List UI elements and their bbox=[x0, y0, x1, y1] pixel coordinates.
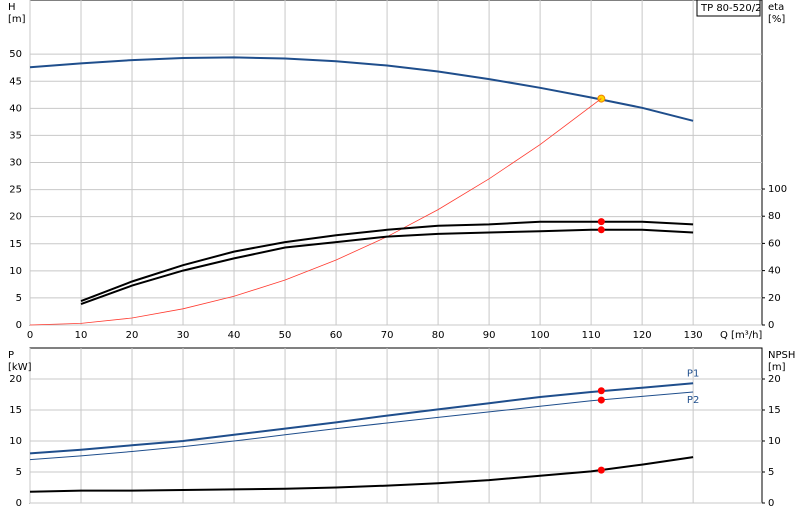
x-tick-label: 20 bbox=[126, 330, 139, 341]
series-line bbox=[29, 56, 694, 122]
x-tick-label: 10 bbox=[75, 330, 88, 341]
y-tick-label: 45 bbox=[9, 76, 22, 87]
series-line bbox=[80, 228, 694, 306]
y-tick-label: 35 bbox=[9, 130, 22, 141]
y-tick-label: 30 bbox=[9, 158, 22, 169]
series-line bbox=[29, 98, 602, 326]
y-tick-label: 10 bbox=[9, 436, 22, 447]
y-tick-label: 5 bbox=[16, 293, 22, 304]
operating-point bbox=[597, 396, 605, 404]
x-tick-label: 50 bbox=[279, 330, 292, 341]
x-tick-label: 90 bbox=[483, 330, 496, 341]
y2-tick-label: 0 bbox=[768, 320, 774, 331]
title-box bbox=[696, 0, 761, 17]
operating-point bbox=[597, 218, 605, 226]
x-tick-label: 70 bbox=[381, 330, 394, 341]
series-line bbox=[29, 456, 694, 493]
y-tick-label: 0 bbox=[16, 320, 22, 331]
x-tick-label: 60 bbox=[330, 330, 343, 341]
y-tick-label: 20 bbox=[9, 374, 22, 385]
y-tick-label: 50 bbox=[9, 49, 22, 60]
series-label: P2 bbox=[687, 395, 699, 406]
x-tick-label: 30 bbox=[177, 330, 190, 341]
operating-point bbox=[597, 466, 605, 474]
x-tick-label: 110 bbox=[582, 330, 601, 341]
operating-point bbox=[597, 387, 605, 395]
y2-tick-label: 15 bbox=[768, 405, 781, 416]
y-tick-label: 25 bbox=[9, 185, 22, 196]
series-line bbox=[29, 391, 694, 461]
y-tick-label: 40 bbox=[9, 103, 22, 114]
y-tick-label: 20 bbox=[9, 212, 22, 223]
operating-point bbox=[597, 94, 606, 103]
y-tick-label: 15 bbox=[9, 405, 22, 416]
y-axis-label: [kW] bbox=[8, 362, 32, 373]
x-tick-label: 40 bbox=[228, 330, 241, 341]
y-axis-label: H bbox=[8, 2, 16, 13]
series-line bbox=[29, 382, 694, 455]
y2-tick-label: 5 bbox=[768, 467, 774, 478]
y2-axis-label: NPSH bbox=[768, 350, 795, 361]
x-axis-label: Q [m³/h] bbox=[720, 330, 762, 341]
x-tick-label: 130 bbox=[684, 330, 703, 341]
y2-tick-label: 100 bbox=[768, 184, 787, 195]
x-tick-label: 80 bbox=[432, 330, 445, 341]
y2-tick-label: 20 bbox=[768, 374, 781, 385]
chart-title: TP 80-520/2 bbox=[700, 3, 761, 14]
y-tick-label: 0 bbox=[16, 498, 22, 509]
y-axis-label: [m] bbox=[8, 14, 26, 25]
y-tick-label: 15 bbox=[9, 239, 22, 250]
series-label: P1 bbox=[687, 368, 699, 379]
y2-tick-label: 40 bbox=[768, 266, 781, 277]
y2-tick-label: 0 bbox=[768, 498, 774, 509]
series-line bbox=[80, 220, 694, 303]
y2-tick-label: 10 bbox=[768, 436, 781, 447]
x-tick-label: 100 bbox=[531, 330, 550, 341]
y-tick-label: 5 bbox=[16, 467, 22, 478]
y2-tick-label: 20 bbox=[768, 293, 781, 304]
operating-point bbox=[597, 226, 605, 234]
y2-axis-label: [m] bbox=[768, 362, 786, 373]
y2-axis-label: [%] bbox=[768, 14, 785, 25]
y-tick-label: 10 bbox=[9, 266, 22, 277]
y2-axis-label: eta bbox=[768, 2, 784, 13]
x-tick-label: 0 bbox=[27, 330, 33, 341]
y2-tick-label: 60 bbox=[768, 238, 781, 249]
y2-tick-label: 80 bbox=[768, 211, 781, 222]
x-tick-label: 120 bbox=[633, 330, 652, 341]
plot-frame bbox=[29, 347, 763, 504]
y-axis-label: P bbox=[8, 350, 14, 361]
